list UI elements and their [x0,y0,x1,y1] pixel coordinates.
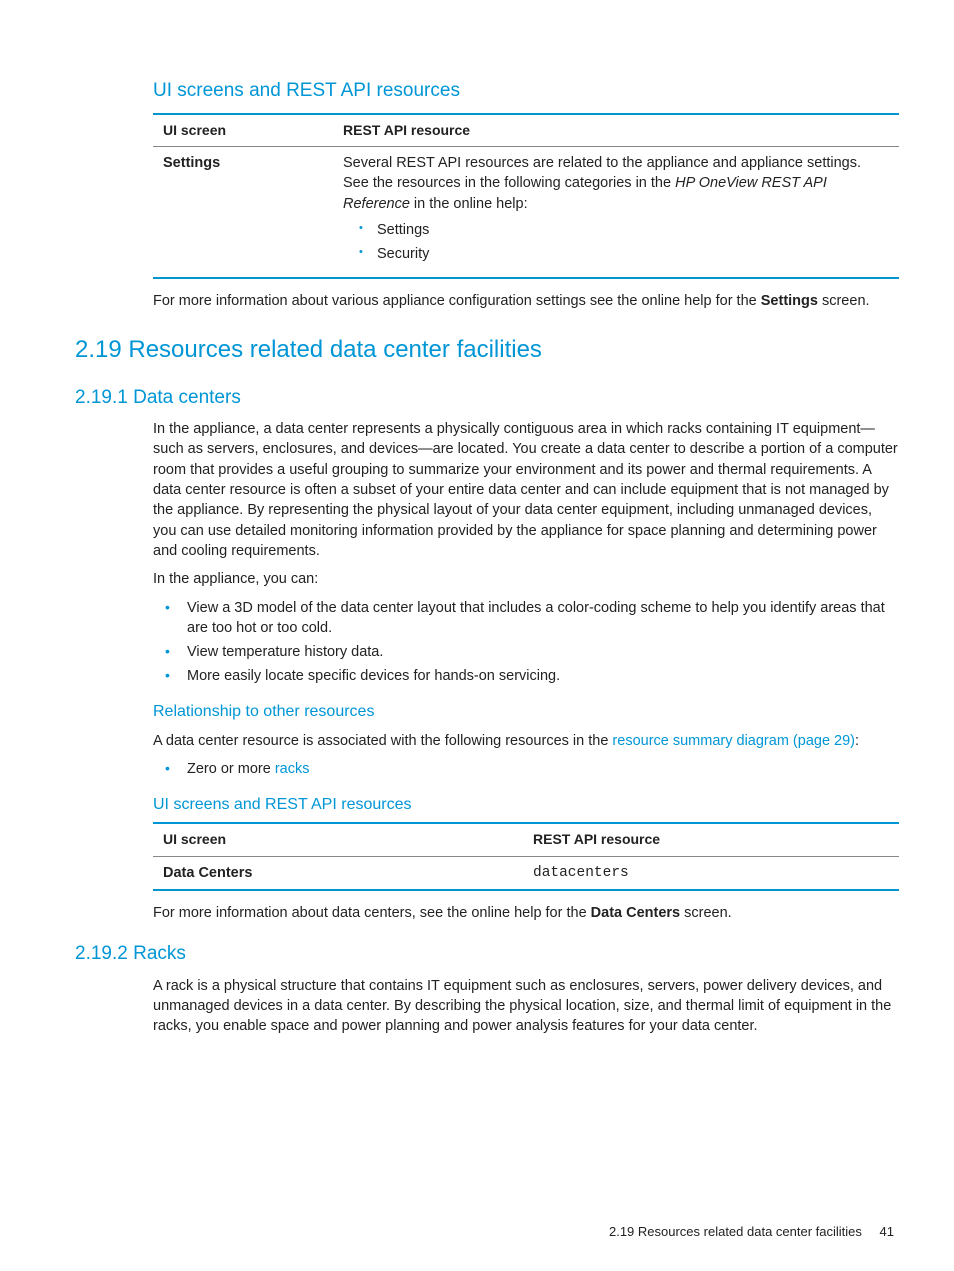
heading-2-19-1: 2.19.1 Data centers [75,385,899,412]
dc-para2: In the appliance, you can: [153,569,899,589]
para-after-t1-c: screen. [818,293,870,309]
dc-after-b: Data Centers [591,905,680,921]
para-after-t1-a: For more information about various appli… [153,293,761,309]
heading-2-19-2: 2.19.2 Racks [75,941,899,968]
t1-col1: UI screen [153,114,333,147]
dc-after-a: For more information about data centers,… [153,905,591,921]
t2-r1-c2: datacenters [523,856,899,890]
link-racks[interactable]: racks [275,761,310,777]
rel-para-b: : [855,733,859,749]
t1-r1-desc: Several REST API resources are related t… [333,147,899,278]
dc-b1: View a 3D model of the data center layou… [175,598,899,639]
para-after-t1: For more information about various appli… [153,291,899,311]
dc-b3: More easily locate specific devices for … [175,666,899,686]
t2-col2: REST API resource [523,823,899,856]
heading-ui-rest-1: UI screens and REST API resources [153,78,899,105]
rel-para: A data center resource is associated wit… [153,731,899,751]
dc-after-c: screen. [680,905,732,921]
footer-page-number: 41 [880,1224,894,1239]
dc-after: For more information about data centers,… [153,903,899,923]
heading-2-19: 2.19 Resources related data center facil… [75,333,899,367]
footer-text: 2.19 Resources related data center facil… [609,1224,862,1239]
table-row: Settings Several REST API resources are … [153,147,899,278]
table-datacenters-api: UI screen REST API resource Data Centers… [153,822,899,891]
link-resource-summary[interactable]: resource summary diagram (page 29) [612,733,855,749]
heading-relationship: Relationship to other resources [153,701,899,723]
t1-col2: REST API resource [333,114,899,147]
t1-r1-b2: Security [365,244,889,264]
t1-r1-desc-b: in the online help: [410,196,528,212]
dc-para1: In the appliance, a data center represen… [153,419,899,561]
heading-ui-rest-2: UI screens and REST API resources [153,794,899,816]
racks-para: A rack is a physical structure that cont… [153,976,899,1037]
table-row: Data Centers datacenters [153,856,899,890]
rel-para-a: A data center resource is associated wit… [153,733,612,749]
t1-r1-screen: Settings [153,147,333,278]
table-settings-api: UI screen REST API resource Settings Sev… [153,113,899,279]
t2-r1-c1: Data Centers [153,856,523,890]
t2-col1: UI screen [153,823,523,856]
rel-b1-a: Zero or more [187,761,275,777]
dc-b2: View temperature history data. [175,642,899,662]
t1-r1-b1: Settings [365,220,889,240]
page-footer: 2.19 Resources related data center facil… [609,1223,894,1241]
para-after-t1-b: Settings [761,293,818,309]
rel-b1: Zero or more racks [175,759,899,779]
